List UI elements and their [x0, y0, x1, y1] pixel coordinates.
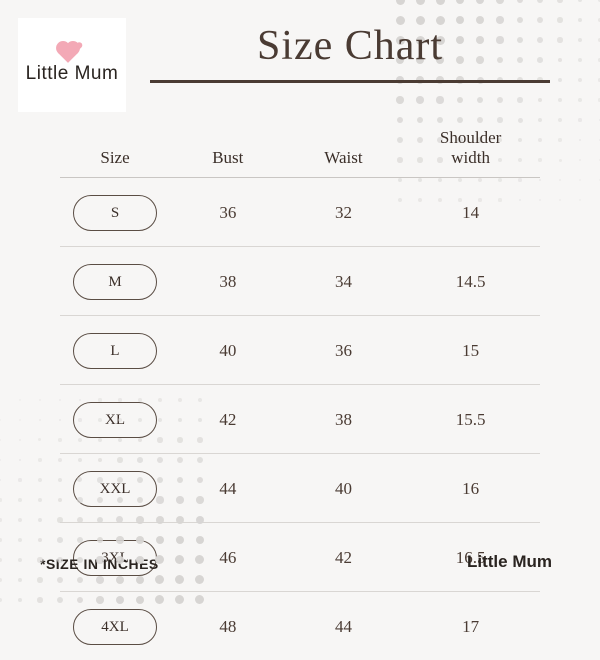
waist-value: 40 [286, 479, 402, 499]
bust-value: 36 [170, 203, 286, 223]
size-pill-s: S [73, 195, 157, 231]
shoulder-width-value: 16 [401, 479, 540, 499]
table-header-row: Size Bust Waist Shoulder width [60, 128, 540, 178]
waist-value: 42 [286, 548, 402, 568]
column-header-size: Size [60, 148, 170, 168]
column-header-bust: Bust [170, 148, 286, 168]
size-pill-m: M [73, 264, 157, 300]
table-row: M 38 34 14.5 [60, 247, 540, 316]
waist-value: 36 [286, 341, 402, 361]
waist-value: 32 [286, 203, 402, 223]
column-header-waist: Waist [286, 148, 402, 168]
waist-value: 44 [286, 617, 402, 637]
shoulder-width-value: 15.5 [401, 410, 540, 430]
waist-value: 34 [286, 272, 402, 292]
brand-name-footer: Little Mum [467, 552, 552, 572]
heart-icon-group [61, 45, 83, 61]
bust-value: 38 [170, 272, 286, 292]
size-pill-l: L [73, 333, 157, 369]
bust-value: 40 [170, 341, 286, 361]
page-title: Size Chart [150, 22, 550, 83]
bust-value: 44 [170, 479, 286, 499]
size-chart-table: Size Bust Waist Shoulder width S 36 32 14… [60, 128, 540, 660]
column-header-shoulder-width: Shoulder width [401, 128, 540, 167]
size-pill-xl: XL [73, 402, 157, 438]
size-chart-page: Little Mum Size Chart Size Bust Waist Sh… [0, 0, 600, 600]
size-unit-note: *SIZE IN INCHES [40, 556, 159, 572]
shoulder-width-value: 15 [401, 341, 540, 361]
shoulder-width-value: 14 [401, 203, 540, 223]
table-row: XL 42 38 15.5 [60, 385, 540, 454]
size-pill-4xl: 4XL [73, 609, 157, 645]
bust-value: 42 [170, 410, 286, 430]
table-row: XXL 44 40 16 [60, 454, 540, 523]
size-pill-xxl: XXL [73, 471, 157, 507]
waist-value: 38 [286, 410, 402, 430]
table-row: L 40 36 15 [60, 316, 540, 385]
bust-value: 48 [170, 617, 286, 637]
table-row: 4XL 48 44 17 [60, 592, 540, 660]
brand-name-logo: Little Mum [26, 63, 119, 85]
brand-logo-box: Little Mum [18, 18, 126, 112]
bust-value: 46 [170, 548, 286, 568]
table-row: S 36 32 14 [60, 178, 540, 247]
shoulder-width-value: 14.5 [401, 272, 540, 292]
table-body: S 36 32 14 M 38 34 14.5 L 40 36 15 XL 42… [60, 178, 540, 660]
shoulder-width-value: 17 [401, 617, 540, 637]
